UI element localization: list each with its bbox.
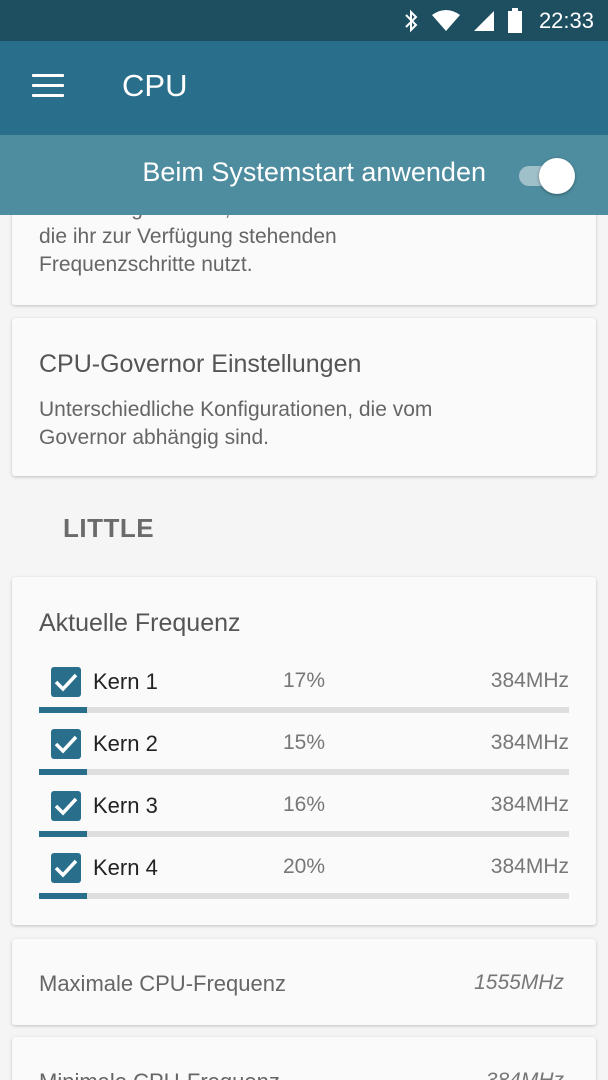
core-progress-track bbox=[39, 707, 569, 713]
core-load: 17% bbox=[283, 669, 326, 692]
core-progress-track bbox=[39, 893, 569, 899]
core-load: 16% bbox=[283, 793, 326, 816]
wifi-icon bbox=[431, 9, 461, 33]
min-cpu-frequency-value: 384MHz bbox=[486, 1069, 564, 1080]
max-cpu-frequency-value: 1555MHz bbox=[474, 971, 564, 994]
core-label: Kern 3 bbox=[93, 793, 158, 818]
core-frequency: 384MHz bbox=[490, 731, 569, 754]
governor-settings-description: Governor abhängig sind. bbox=[39, 426, 269, 449]
core-load: 15% bbox=[283, 731, 326, 754]
settings-scroll-area[interactable]: Auslastung dadurch, wie die CPU die ihr … bbox=[0, 215, 608, 1080]
governor-settings-card[interactable]: CPU-Governor Einstellungen Unterschiedli… bbox=[12, 318, 596, 476]
card-description-line: Auslastung dadurch, wie die CPU bbox=[39, 215, 352, 223]
core-checkbox[interactable] bbox=[51, 729, 81, 759]
core-label: Kern 2 bbox=[93, 731, 158, 756]
core-progress-fill bbox=[39, 831, 87, 837]
core-checkbox[interactable] bbox=[51, 667, 81, 697]
card-description-line: Frequenzschritte nutzt. bbox=[39, 253, 253, 276]
core-row: Kern 1 17% 384MHz bbox=[39, 665, 569, 721]
governor-settings-title: CPU-Governor Einstellungen bbox=[39, 350, 362, 378]
core-frequency: 384MHz bbox=[490, 855, 569, 878]
core-row: Kern 2 15% 384MHz bbox=[39, 727, 569, 783]
status-icons: 22:33 bbox=[403, 0, 594, 41]
core-progress-track bbox=[39, 831, 569, 837]
max-cpu-frequency-label: Maximale CPU-Frequenz bbox=[39, 971, 286, 996]
card-description-line: die ihr zur Verfügung stehenden bbox=[39, 225, 337, 248]
core-label: Kern 4 bbox=[93, 855, 158, 880]
bluetooth-icon bbox=[403, 9, 419, 33]
current-frequency-card: Aktuelle Frequenz bbox=[12, 577, 596, 925]
apply-on-boot-toggle-knob[interactable] bbox=[539, 158, 575, 194]
cellular-signal-icon bbox=[473, 9, 495, 33]
core-load: 20% bbox=[283, 855, 326, 878]
core-checkbox[interactable] bbox=[51, 791, 81, 821]
core-progress-track bbox=[39, 769, 569, 775]
current-frequency-title: Aktuelle Frequenz bbox=[39, 609, 241, 637]
apply-on-boot-bar: Beim Systemstart anwenden bbox=[0, 135, 608, 215]
core-row: Kern 4 20% 384MHz bbox=[39, 851, 569, 907]
core-checkbox[interactable] bbox=[51, 853, 81, 883]
core-row: Kern 3 16% 384MHz bbox=[39, 789, 569, 845]
status-clock: 22:33 bbox=[538, 7, 594, 33]
apply-on-boot-label: Beim Systemstart anwenden bbox=[142, 157, 486, 187]
cluster-section-header: LITTLE bbox=[63, 513, 155, 543]
core-progress-fill bbox=[39, 707, 87, 713]
page-title: CPU bbox=[122, 68, 188, 103]
cpu-frequency-info-card[interactable]: Auslastung dadurch, wie die CPU die ihr … bbox=[12, 215, 596, 305]
status-bar: 22:33 bbox=[0, 0, 608, 41]
core-label: Kern 1 bbox=[93, 669, 158, 694]
hamburger-menu-icon[interactable] bbox=[32, 74, 64, 102]
governor-settings-description: Unterschiedliche Konfigurationen, die vo… bbox=[39, 398, 433, 421]
min-cpu-frequency-card[interactable]: Minimale CPU-Frequenz 384MHz bbox=[12, 1037, 596, 1080]
app-bar: CPU bbox=[0, 41, 608, 135]
battery-icon bbox=[507, 7, 523, 34]
min-cpu-frequency-label: Minimale CPU-Frequenz bbox=[39, 1069, 280, 1080]
core-progress-fill bbox=[39, 893, 87, 899]
max-cpu-frequency-card[interactable]: Maximale CPU-Frequenz 1555MHz bbox=[12, 939, 596, 1025]
core-frequency: 384MHz bbox=[490, 669, 569, 692]
core-progress-fill bbox=[39, 769, 87, 775]
core-frequency: 384MHz bbox=[490, 793, 569, 816]
